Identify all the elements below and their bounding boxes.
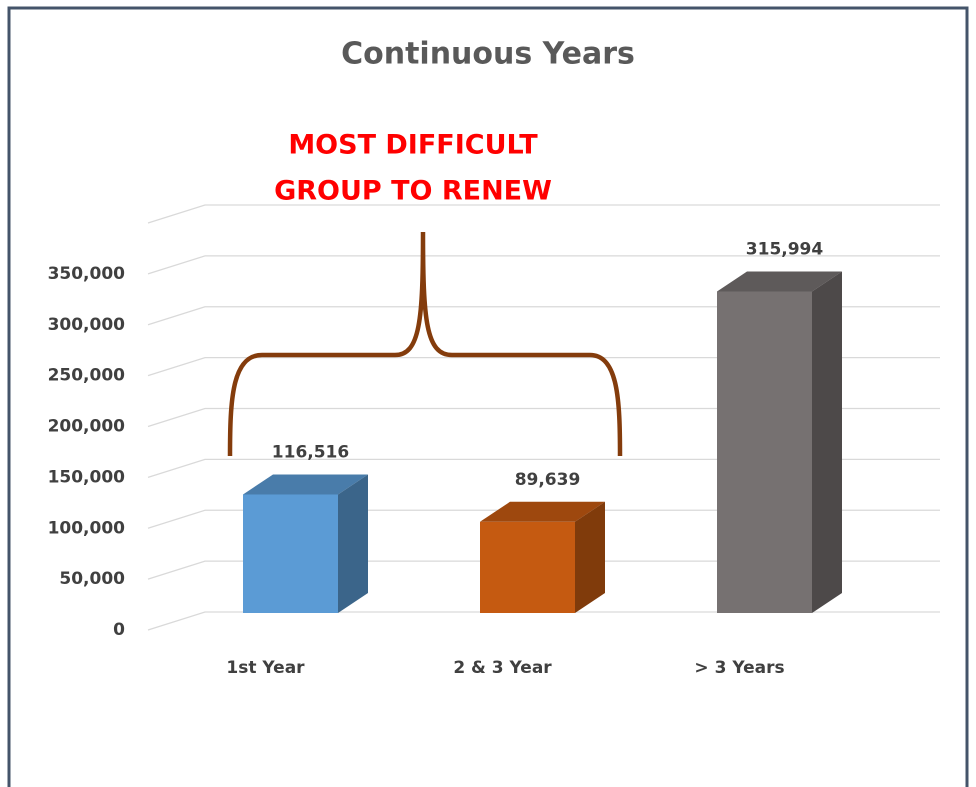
bar-side (575, 501, 605, 613)
data-label: 315,994 (746, 239, 824, 259)
grid-line (147, 458, 940, 478)
bar-front (480, 521, 575, 613)
grid (147, 204, 940, 631)
bar-top (243, 474, 368, 495)
bar-front (243, 494, 338, 613)
grid-line (147, 407, 940, 428)
y-tick-label: 350,000 (48, 264, 126, 284)
grid-line (147, 204, 940, 224)
x-tick-label: > 3 Years (694, 658, 784, 678)
bar (243, 474, 368, 613)
chart-title: Continuous Years (341, 37, 635, 72)
bar-top (480, 501, 605, 522)
y-tick-label: 300,000 (48, 315, 126, 335)
grid-line (147, 560, 940, 580)
grid-line (147, 306, 940, 326)
y-tick-label: 250,000 (48, 366, 126, 386)
bar-side (812, 271, 842, 613)
y-tick-label: 150,000 (48, 467, 126, 487)
bar (480, 501, 605, 613)
grid-line (147, 357, 940, 377)
x-tick-label: 2 & 3 Year (453, 658, 552, 678)
grid-line (147, 611, 940, 631)
y-tick-label: 200,000 (48, 417, 126, 437)
bracket (227, 231, 623, 457)
annotation: MOST DIFFICULT (288, 130, 538, 161)
bar (717, 271, 842, 613)
bar-side (338, 474, 368, 613)
x-tick-label: 1st Year (226, 658, 305, 678)
bars (243, 271, 842, 613)
y-tick-label: 50,000 (59, 569, 125, 589)
data-label: 89,639 (515, 470, 581, 490)
data-label: 116,516 (272, 442, 349, 462)
annotation: GROUP TO RENEW (274, 176, 552, 207)
y-tick-label: 0 (113, 620, 125, 640)
grid-line (147, 255, 940, 275)
grid-line (147, 509, 940, 529)
bar-front (717, 291, 812, 613)
bar-top (717, 271, 842, 292)
y-tick-label: 100,000 (48, 518, 126, 538)
